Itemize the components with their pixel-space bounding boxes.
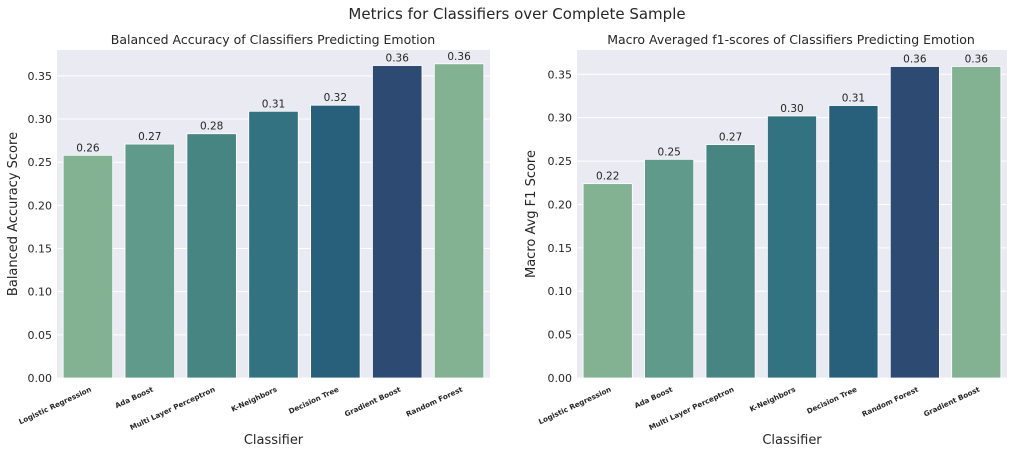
chart-1-ytick-label: 0.10	[28, 286, 53, 299]
chart-2-ytick-label: 0.25	[548, 155, 573, 168]
chart-1-data-label: 0.32	[324, 92, 347, 104]
chart-1-xlabel: Classifier	[244, 433, 304, 448]
chart-1-xtick-label: Random Forest	[405, 384, 465, 418]
chart-2-xtick-label: Gradient Boost	[922, 384, 982, 418]
chart-1-bar	[248, 110, 299, 379]
chart-2-bar	[644, 158, 695, 379]
chart-1-bar	[310, 104, 361, 379]
chart-1-bar	[186, 133, 237, 379]
chart-2-ytick-label: 0.10	[548, 285, 573, 298]
chart-1-bar	[433, 63, 485, 379]
chart-2-ytick-label: 0.15	[548, 242, 573, 255]
chart-2-ytick-label: 0.35	[548, 68, 573, 81]
chart-2-data-label: 0.27	[719, 132, 742, 144]
chart-2-bar	[828, 105, 879, 379]
chart-1-ytick-label: 0.25	[28, 156, 53, 169]
chart-1-data-label: 0.36	[447, 51, 471, 63]
chart-2-xtick-label: K-Neighbors	[748, 385, 797, 414]
chart-2-ytick-label: 0.00	[548, 372, 573, 385]
chart-1-xtick-label: Gradient Boost	[343, 384, 403, 418]
chart-1-ytick-label: 0.15	[28, 243, 53, 256]
chart-1-data-label: 0.27	[138, 131, 161, 143]
chart-2-bar	[705, 144, 756, 379]
chart-1-data-label: 0.36	[386, 53, 410, 65]
chart-1-ytick-label: 0.00	[28, 372, 53, 385]
chart-2-xtick-label: Random Forest	[860, 384, 920, 418]
chart-1-data-label: 0.26	[76, 142, 100, 154]
chart-2-ytick-label: 0.05	[548, 329, 573, 342]
chart-2-bar	[582, 183, 633, 379]
chart-2-data-label: 0.25	[657, 146, 680, 158]
chart-2-xtick-label: Ada Boost	[633, 384, 675, 410]
chart-2-data-label: 0.31	[842, 93, 865, 105]
chart-1-bar	[62, 154, 114, 379]
chart-1-bar	[124, 143, 175, 379]
chart-1-data-label: 0.28	[200, 121, 223, 133]
chart-2-title: Macro Averaged f1-scores of Classifiers …	[607, 32, 975, 47]
chart-2-xtick-label: Logistic Regression	[537, 385, 613, 427]
chart-2-ytick-label: 0.30	[548, 112, 573, 125]
chart-1-ytick-label: 0.20	[28, 199, 53, 212]
chart-1-ylabel: Balanced Accuracy Score	[6, 132, 21, 296]
chart-1-xtick-label: Ada Boost	[114, 384, 156, 410]
chart-1-data-label: 0.31	[262, 98, 285, 110]
chart-2-data-label: 0.36	[903, 53, 927, 65]
chart-1-xtick-label: Decision Tree	[287, 385, 340, 416]
chart-2-xtick-label: Decision Tree	[805, 385, 858, 416]
chart-2-ylabel: Macro Avg F1 Score	[524, 150, 539, 278]
chart-2-ytick-label: 0.20	[548, 198, 573, 211]
chart-2-bar	[889, 66, 940, 379]
chart-2-bar	[951, 66, 1002, 379]
chart-1-title: Balanced Accuracy of Classifiers Predict…	[111, 32, 435, 47]
chart-2-data-label: 0.30	[780, 103, 803, 115]
chart-2-bar	[767, 115, 817, 379]
chart-2-xlabel: Classifier	[762, 433, 822, 448]
chart-1-ytick-label: 0.35	[28, 70, 53, 83]
figure-suptitle: Metrics for Classifiers over Complete Sa…	[348, 5, 685, 23]
chart-1-xtick-label: Logistic Regression	[17, 385, 93, 427]
chart-2-data-label: 0.22	[596, 171, 619, 183]
chart-1-ytick-label: 0.30	[28, 113, 53, 126]
chart-1-bar	[372, 65, 423, 379]
chart-1-xtick-label: K-Neighbors	[230, 385, 279, 414]
chart-2-data-label: 0.36	[965, 53, 989, 65]
chart-1-ytick-label: 0.05	[28, 329, 53, 342]
